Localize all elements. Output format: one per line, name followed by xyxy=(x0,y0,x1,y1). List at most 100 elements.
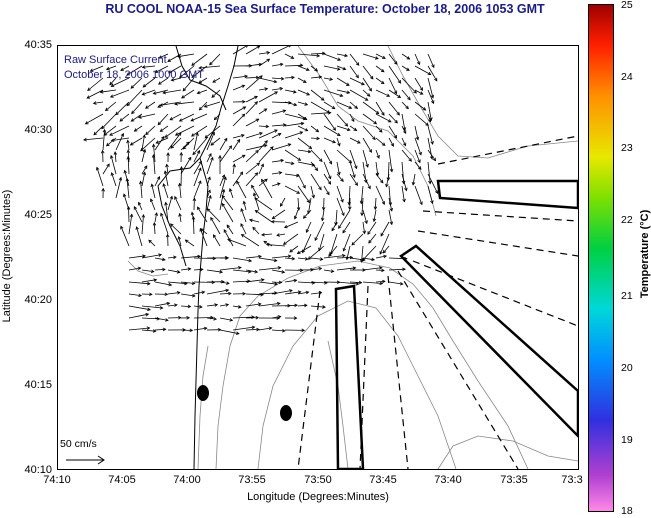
current-vector xyxy=(255,210,273,223)
current-vector xyxy=(167,304,178,307)
current-vector-head xyxy=(292,90,297,94)
current-vector-head xyxy=(304,257,309,261)
current-vector-head xyxy=(352,266,357,270)
current-vector xyxy=(141,305,163,309)
current-vector xyxy=(180,305,191,307)
current-vector xyxy=(306,221,312,233)
current-vector xyxy=(240,223,247,235)
current-vector-head xyxy=(320,217,325,222)
current-vector xyxy=(167,196,173,211)
current-vector xyxy=(271,77,284,80)
current-vector xyxy=(330,233,338,255)
current-vector-head xyxy=(197,206,201,211)
current-vector xyxy=(361,197,364,216)
current-vector-head xyxy=(142,84,147,88)
current-vector-head xyxy=(191,133,195,137)
current-vector xyxy=(297,101,308,106)
current-vector-head xyxy=(327,181,332,185)
current-vector xyxy=(258,91,278,103)
current-vector xyxy=(412,173,416,185)
current-vector xyxy=(181,89,195,99)
current-vector-head xyxy=(159,306,164,310)
current-vector xyxy=(427,125,434,145)
current-vector-head xyxy=(342,247,347,252)
current-vector-head xyxy=(130,118,135,122)
current-vector xyxy=(414,149,421,163)
current-vector xyxy=(158,77,169,85)
current-vector-head xyxy=(162,267,166,272)
current-vector-head xyxy=(188,156,192,161)
current-vector-head xyxy=(198,160,202,165)
current-vector xyxy=(153,89,169,95)
x-tick-label: 73:35 xyxy=(500,474,528,486)
current-vector xyxy=(210,217,221,235)
current-vector-head xyxy=(355,74,359,79)
current-vector-head xyxy=(228,291,232,296)
current-vector-head xyxy=(374,56,379,60)
map-plot-area[interactable]: 50 cm/s xyxy=(57,45,579,470)
current-vector xyxy=(212,77,221,83)
current-vector xyxy=(258,146,274,163)
current-vector-head xyxy=(145,131,149,136)
current-vector xyxy=(427,137,433,159)
current-vector-head xyxy=(213,317,218,321)
current-vector-head xyxy=(319,257,324,261)
current-vector-head xyxy=(241,134,245,138)
current-vector xyxy=(310,52,325,55)
current-vector-head xyxy=(110,138,115,142)
current-vector xyxy=(427,65,438,82)
current-vector-head xyxy=(299,63,304,68)
current-vector-head xyxy=(119,118,124,122)
current-vector xyxy=(362,281,383,284)
current-vector xyxy=(180,255,201,259)
current-vector xyxy=(141,214,144,235)
current-vector-head xyxy=(417,159,421,164)
current-vector-head xyxy=(155,140,160,144)
current-vector-head xyxy=(161,135,165,140)
current-vector xyxy=(163,89,182,94)
current-vector xyxy=(193,291,205,295)
current-vector-head xyxy=(187,267,192,271)
current-vector xyxy=(180,329,193,331)
current-vector-head xyxy=(213,116,218,121)
current-vector xyxy=(145,125,156,135)
current-vector xyxy=(401,125,407,134)
current-vector-head xyxy=(299,131,304,135)
current-vector-head xyxy=(178,118,183,122)
current-vector-head xyxy=(372,136,376,141)
current-vector xyxy=(150,198,156,211)
x-tick-label: 74:10 xyxy=(43,474,71,486)
current-vector-head xyxy=(179,151,184,156)
current-vector xyxy=(193,161,202,175)
current-vector-head xyxy=(372,218,377,223)
current-vector-head xyxy=(293,278,298,283)
current-vector-head xyxy=(404,256,408,261)
current-vector xyxy=(128,327,150,331)
current-vector-head xyxy=(240,234,245,238)
current-vector xyxy=(206,157,214,175)
current-vector xyxy=(101,113,117,129)
current-vector xyxy=(375,125,383,133)
current-vector-head xyxy=(402,267,406,272)
current-vector-head xyxy=(276,301,281,306)
current-vector-head xyxy=(158,253,163,257)
current-vector xyxy=(193,167,202,187)
current-vector-head xyxy=(273,79,278,84)
current-vector xyxy=(167,281,188,285)
current-vector xyxy=(245,172,258,187)
current-vector xyxy=(271,290,293,295)
current-vector xyxy=(310,89,325,101)
current-vector xyxy=(297,149,311,153)
current-vector xyxy=(336,257,353,259)
current-vector-head xyxy=(253,192,257,197)
current-vector-head xyxy=(110,154,114,159)
current-vector xyxy=(119,113,130,122)
current-vector-head xyxy=(411,181,416,186)
current-vector xyxy=(219,138,228,151)
current-vector-head xyxy=(186,316,191,320)
current-vector-head xyxy=(288,46,291,48)
current-vector xyxy=(128,214,133,235)
current-vector xyxy=(206,269,223,273)
current-vector xyxy=(323,269,334,272)
current-vector xyxy=(169,113,182,121)
